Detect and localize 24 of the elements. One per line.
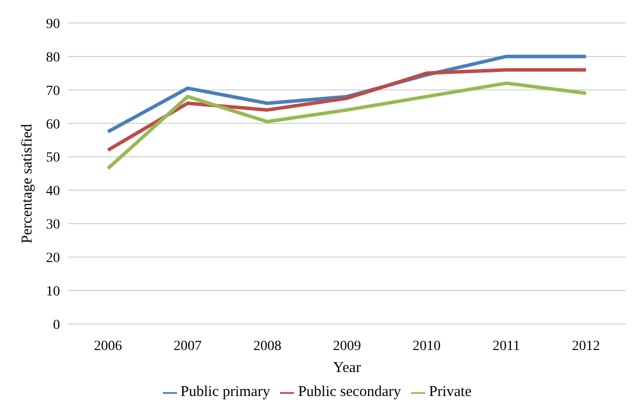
y-tick-label: 20 [46,251,60,266]
y-tick-label: 10 [46,284,60,300]
line-series [106,81,588,170]
x-tick-label: 2010 [412,338,441,354]
legend-label: Public primary [180,384,270,400]
legend-label: Private [428,384,472,400]
line-series [106,68,588,152]
y-tick-label: 60 [46,117,60,132]
x-tick-label: 2011 [492,338,520,354]
y-tick-label: 90 [46,16,60,32]
y-tick-label: 50 [46,150,60,166]
y-tick-label: 30 [46,218,60,233]
x-tick-label: 2009 [333,338,361,354]
y-tick-label: 40 [46,184,60,200]
x-axis-title: Year [333,360,361,376]
legend-label: Public secondary [298,384,401,400]
x-tick-label: 2012 [572,338,600,354]
y-tick-label: 70 [46,84,60,99]
y-tick-label: 80 [46,50,60,66]
y-axis-title: Percentage satisfied [19,123,36,244]
x-tick-label: 2007 [174,338,202,354]
x-tick-label: 2008 [253,338,282,354]
x-tick-label: 2006 [94,338,122,354]
y-tick-label: 0 [53,318,60,333]
